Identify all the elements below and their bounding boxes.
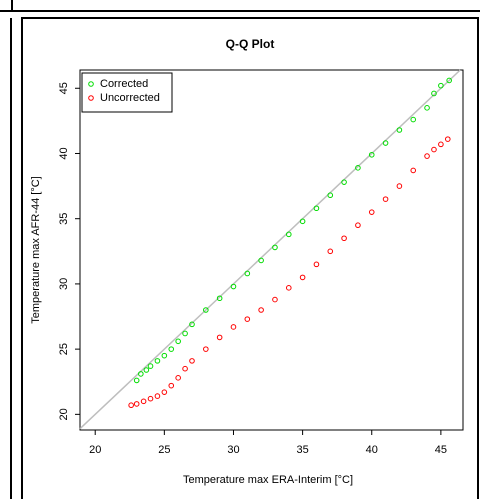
point (396, 127, 403, 133)
point (272, 244, 278, 251)
point (341, 235, 347, 242)
chart-title: Q-Q Plot (226, 37, 275, 51)
point (299, 274, 306, 281)
point (355, 222, 361, 229)
point (128, 402, 134, 409)
point (189, 321, 195, 328)
x-tick-label: 20 (89, 444, 101, 456)
x-tick-label: 35 (296, 444, 308, 456)
point (230, 324, 237, 330)
point (175, 338, 181, 345)
point (175, 375, 181, 381)
legend-marker (88, 81, 94, 87)
point (161, 352, 168, 359)
point (368, 209, 375, 215)
x-axis-label: Temperature max ERA-Interim [°C] (183, 474, 353, 486)
legend-label: Uncorrected (100, 92, 160, 104)
point (230, 283, 237, 290)
point (203, 346, 209, 352)
x-tick-label: 25 (158, 444, 170, 456)
point (438, 141, 444, 148)
point (154, 358, 161, 364)
point (438, 82, 444, 89)
point (244, 270, 251, 277)
point (168, 346, 175, 352)
point (258, 307, 264, 313)
point (258, 257, 264, 264)
point (313, 205, 320, 212)
point (341, 179, 347, 185)
point (382, 196, 389, 202)
point (410, 116, 417, 123)
point (143, 367, 150, 373)
point (244, 316, 251, 322)
point (424, 153, 430, 159)
y-tick-label: 20 (58, 408, 70, 420)
point (133, 377, 140, 384)
legend-marker (88, 95, 94, 101)
legend-box (81, 72, 173, 113)
point (313, 261, 320, 268)
y-tick-label: 25 (58, 343, 70, 355)
point (285, 231, 292, 238)
point (272, 296, 278, 303)
point (216, 295, 223, 302)
point (147, 363, 154, 369)
y-tick-label: 30 (58, 278, 70, 290)
point (182, 330, 188, 337)
legend-label: Corrected (100, 78, 148, 90)
y-axis-label: Temperature max AFR-44 [°C] (30, 176, 42, 323)
point (161, 389, 168, 395)
point (410, 167, 417, 174)
point (446, 77, 452, 84)
point (133, 401, 140, 407)
point (299, 218, 306, 225)
y-tick-label: 45 (58, 82, 70, 94)
point (147, 395, 154, 402)
point (203, 307, 209, 313)
point (168, 382, 175, 389)
point (396, 183, 403, 189)
y-tick-label: 40 (58, 147, 70, 159)
point (140, 398, 147, 405)
x-tick-label: 40 (366, 444, 378, 456)
point (138, 371, 144, 377)
point (189, 358, 195, 364)
point (327, 192, 334, 199)
y-tick-label: 35 (58, 213, 70, 225)
point (444, 136, 451, 142)
point (327, 248, 334, 255)
point (431, 90, 437, 97)
point (431, 146, 437, 153)
point (285, 285, 292, 291)
x-tick-label: 30 (227, 444, 239, 456)
point (154, 393, 161, 399)
plot-panel-border (21, 17, 479, 499)
point (182, 365, 188, 372)
point (216, 334, 223, 341)
point (355, 165, 361, 171)
plot-area (79, 69, 464, 431)
x-tick-label: 45 (435, 444, 447, 456)
point (368, 151, 375, 158)
point (424, 105, 430, 111)
point (382, 140, 389, 146)
